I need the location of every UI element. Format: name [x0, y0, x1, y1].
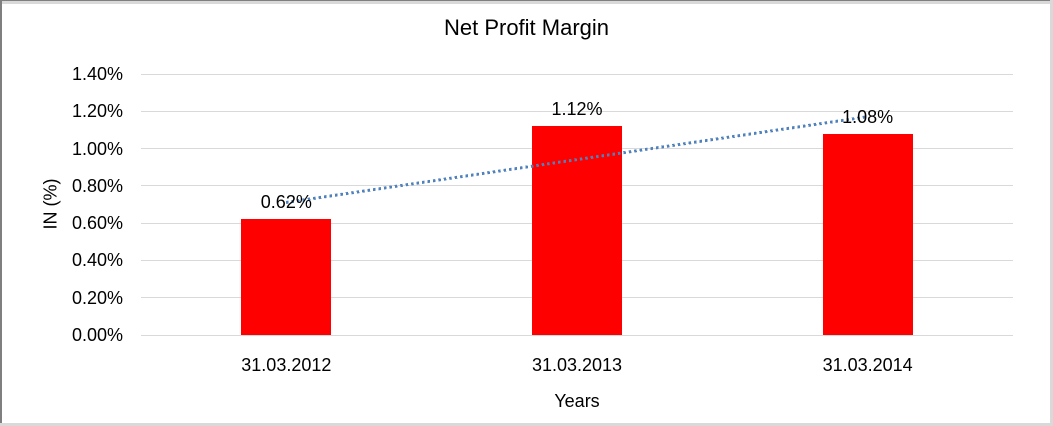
y-axis-tick-label: 0.80%: [71, 175, 123, 196]
y-axis-tick-label: 0.00%: [71, 325, 123, 345]
y-axis-tick-label: 1.00%: [71, 138, 123, 159]
frame-border-left: [0, 0, 2, 426]
frame-border-bottom: [0, 423, 1053, 426]
y-axis-tick-label: 1.40%: [71, 64, 123, 84]
gridline: [141, 110, 1013, 112]
x-axis-tick-label: 31.03.2014: [822, 355, 913, 375]
y-axis-title: IN (%): [40, 178, 61, 230]
frame-border-top: [0, 0, 1053, 4]
bar-data-label: 0.62%: [260, 192, 312, 213]
bar-data-label: 1.12%: [551, 99, 603, 120]
bar: [822, 133, 913, 335]
x-axis-tick-label: 31.03.2012: [241, 355, 332, 375]
x-axis-tick-label: 31.03.2013: [531, 355, 623, 375]
y-axis-tick-label: 0.40%: [71, 250, 123, 271]
y-axis-tick-label: 0.60%: [71, 213, 123, 234]
plot-area: 0.62% 1.12% 1.08%: [141, 73, 1013, 336]
frame-border-right: [1050, 0, 1053, 426]
gridline: [141, 334, 1013, 336]
bar-data-label: 1.08%: [842, 106, 894, 127]
bar: [241, 219, 332, 335]
gridline: [141, 73, 1013, 75]
x-axis-title: Years: [554, 391, 600, 411]
y-axis-tick-label: 1.20%: [71, 101, 123, 122]
chart-title: Net Profit Margin: [443, 15, 610, 40]
y-axis-tick-label: 0.20%: [71, 287, 123, 308]
